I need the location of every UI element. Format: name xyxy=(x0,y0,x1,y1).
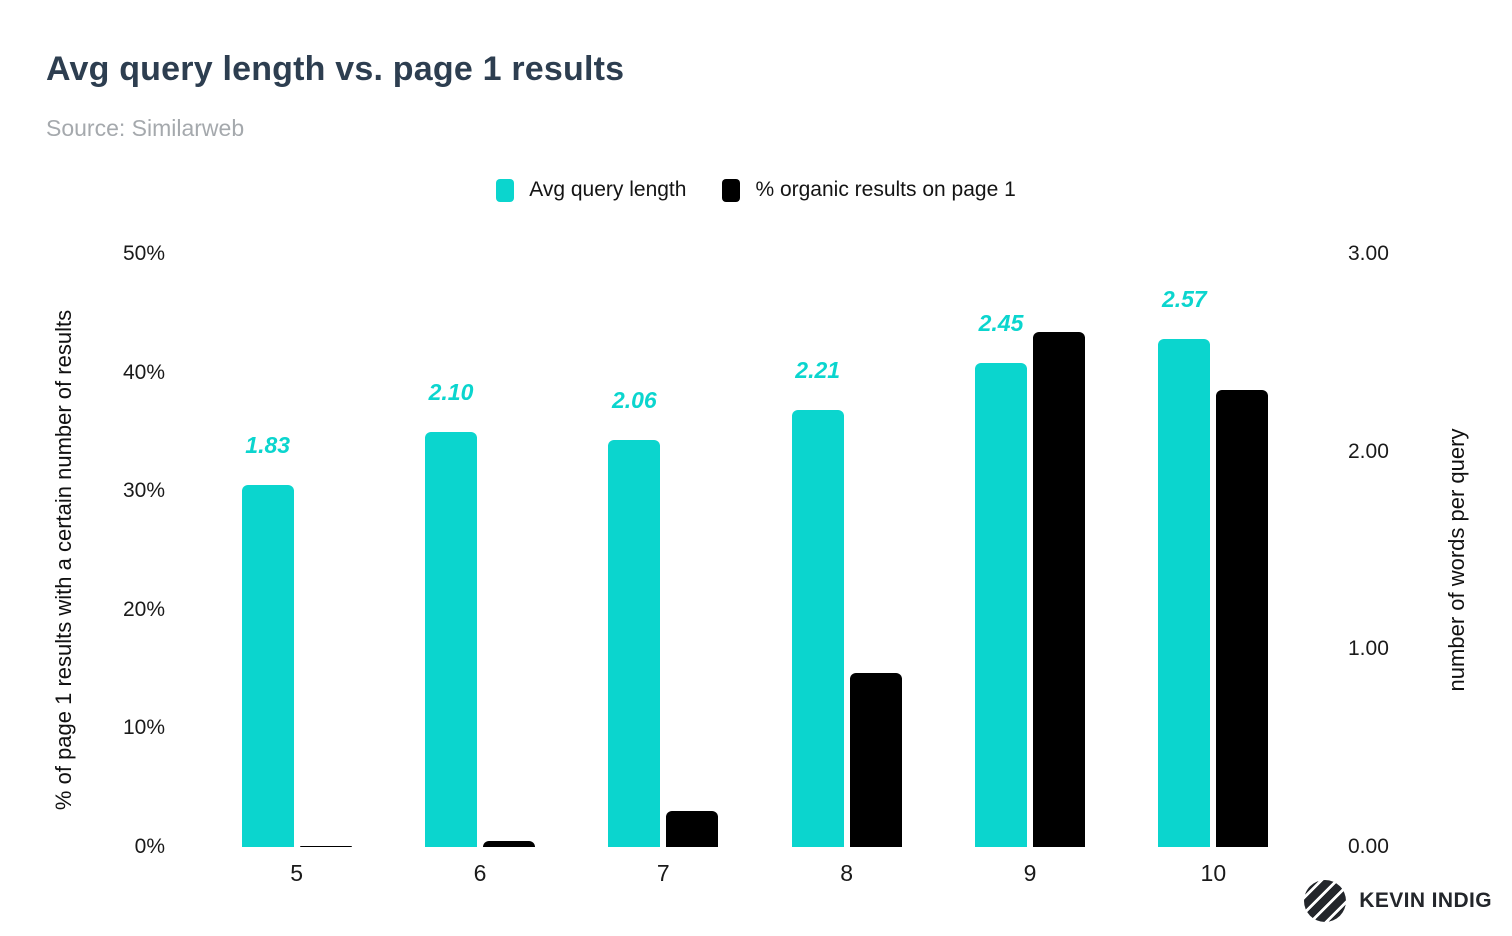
data-label: 2.10 xyxy=(428,378,474,405)
bar-avg-query-length xyxy=(975,362,1027,847)
brand-name: KEVIN INDIG xyxy=(1359,889,1492,912)
bar-avg-query-length xyxy=(608,439,661,847)
bar-organic-results-page1 xyxy=(849,672,902,847)
data-label: 2.57 xyxy=(1161,286,1207,312)
right-axis-tick: 1.00 xyxy=(1348,637,1389,661)
left-axis-tick: 50% xyxy=(122,242,165,265)
legend-swatch-icon xyxy=(496,178,515,202)
right-axis-tick: 2.00 xyxy=(1348,439,1389,463)
plot-area: 1.83 2.10 2.06 2.21 2.45 2.57 xyxy=(205,254,1305,847)
bar-avg-query-length xyxy=(791,410,844,847)
legend-item-label: Avg query length xyxy=(529,178,687,201)
data-label: 2.06 xyxy=(611,386,657,413)
page-title: Avg query length vs. page 1 results xyxy=(46,50,625,88)
brand-logo: KEVIN INDIG xyxy=(1304,880,1492,922)
x-axis-category: 9 xyxy=(1023,860,1037,886)
left-axis-tick: 30% xyxy=(122,479,165,503)
bar-avg-query-length xyxy=(1158,339,1211,847)
x-axis-category: 8 xyxy=(840,860,854,886)
data-label: 2.45 xyxy=(978,309,1024,336)
x-axis-category: 6 xyxy=(473,860,487,886)
bar-avg-query-length xyxy=(425,431,477,847)
x-axis-category: 7 xyxy=(656,860,670,886)
right-axis-tick: 3.00 xyxy=(1348,242,1389,265)
left-axis-tick: 20% xyxy=(122,597,165,621)
legend-item-0: Avg query length xyxy=(496,178,686,202)
bar-organic-results-page1 xyxy=(666,811,719,847)
data-label: 2.21 xyxy=(795,357,841,384)
x-axis-category: 5 xyxy=(290,860,304,886)
bar-organic-results-page1 xyxy=(1216,390,1269,847)
left-axis-tick: 0% xyxy=(134,835,165,858)
bar-organic-results-page1 xyxy=(1033,332,1085,847)
chart-source: Source: Similarweb xyxy=(46,115,245,141)
legend-item-1: % organic results on page 1 xyxy=(722,178,1016,202)
legend-item-label: % organic results on page 1 xyxy=(755,178,1016,201)
right-axis-title: number of words per query xyxy=(1444,428,1469,692)
legend-swatch-icon xyxy=(722,178,741,202)
bar-organic-results-page1 xyxy=(483,841,535,847)
data-label: 1.83 xyxy=(245,432,291,459)
bar-avg-query-length xyxy=(241,485,294,847)
x-axis-category: 10 xyxy=(1200,860,1227,886)
right-axis-tick: 0.00 xyxy=(1348,835,1389,858)
legend: Avg query length % organic results on pag… xyxy=(0,178,1512,202)
kevin-indig-logo-icon xyxy=(1304,880,1347,922)
bar-organic-results-page1 xyxy=(299,845,352,847)
left-axis-title: % of page 1 results with a certain numbe… xyxy=(51,309,76,811)
left-axis-tick: 10% xyxy=(122,716,165,740)
left-axis-tick: 40% xyxy=(122,360,165,384)
